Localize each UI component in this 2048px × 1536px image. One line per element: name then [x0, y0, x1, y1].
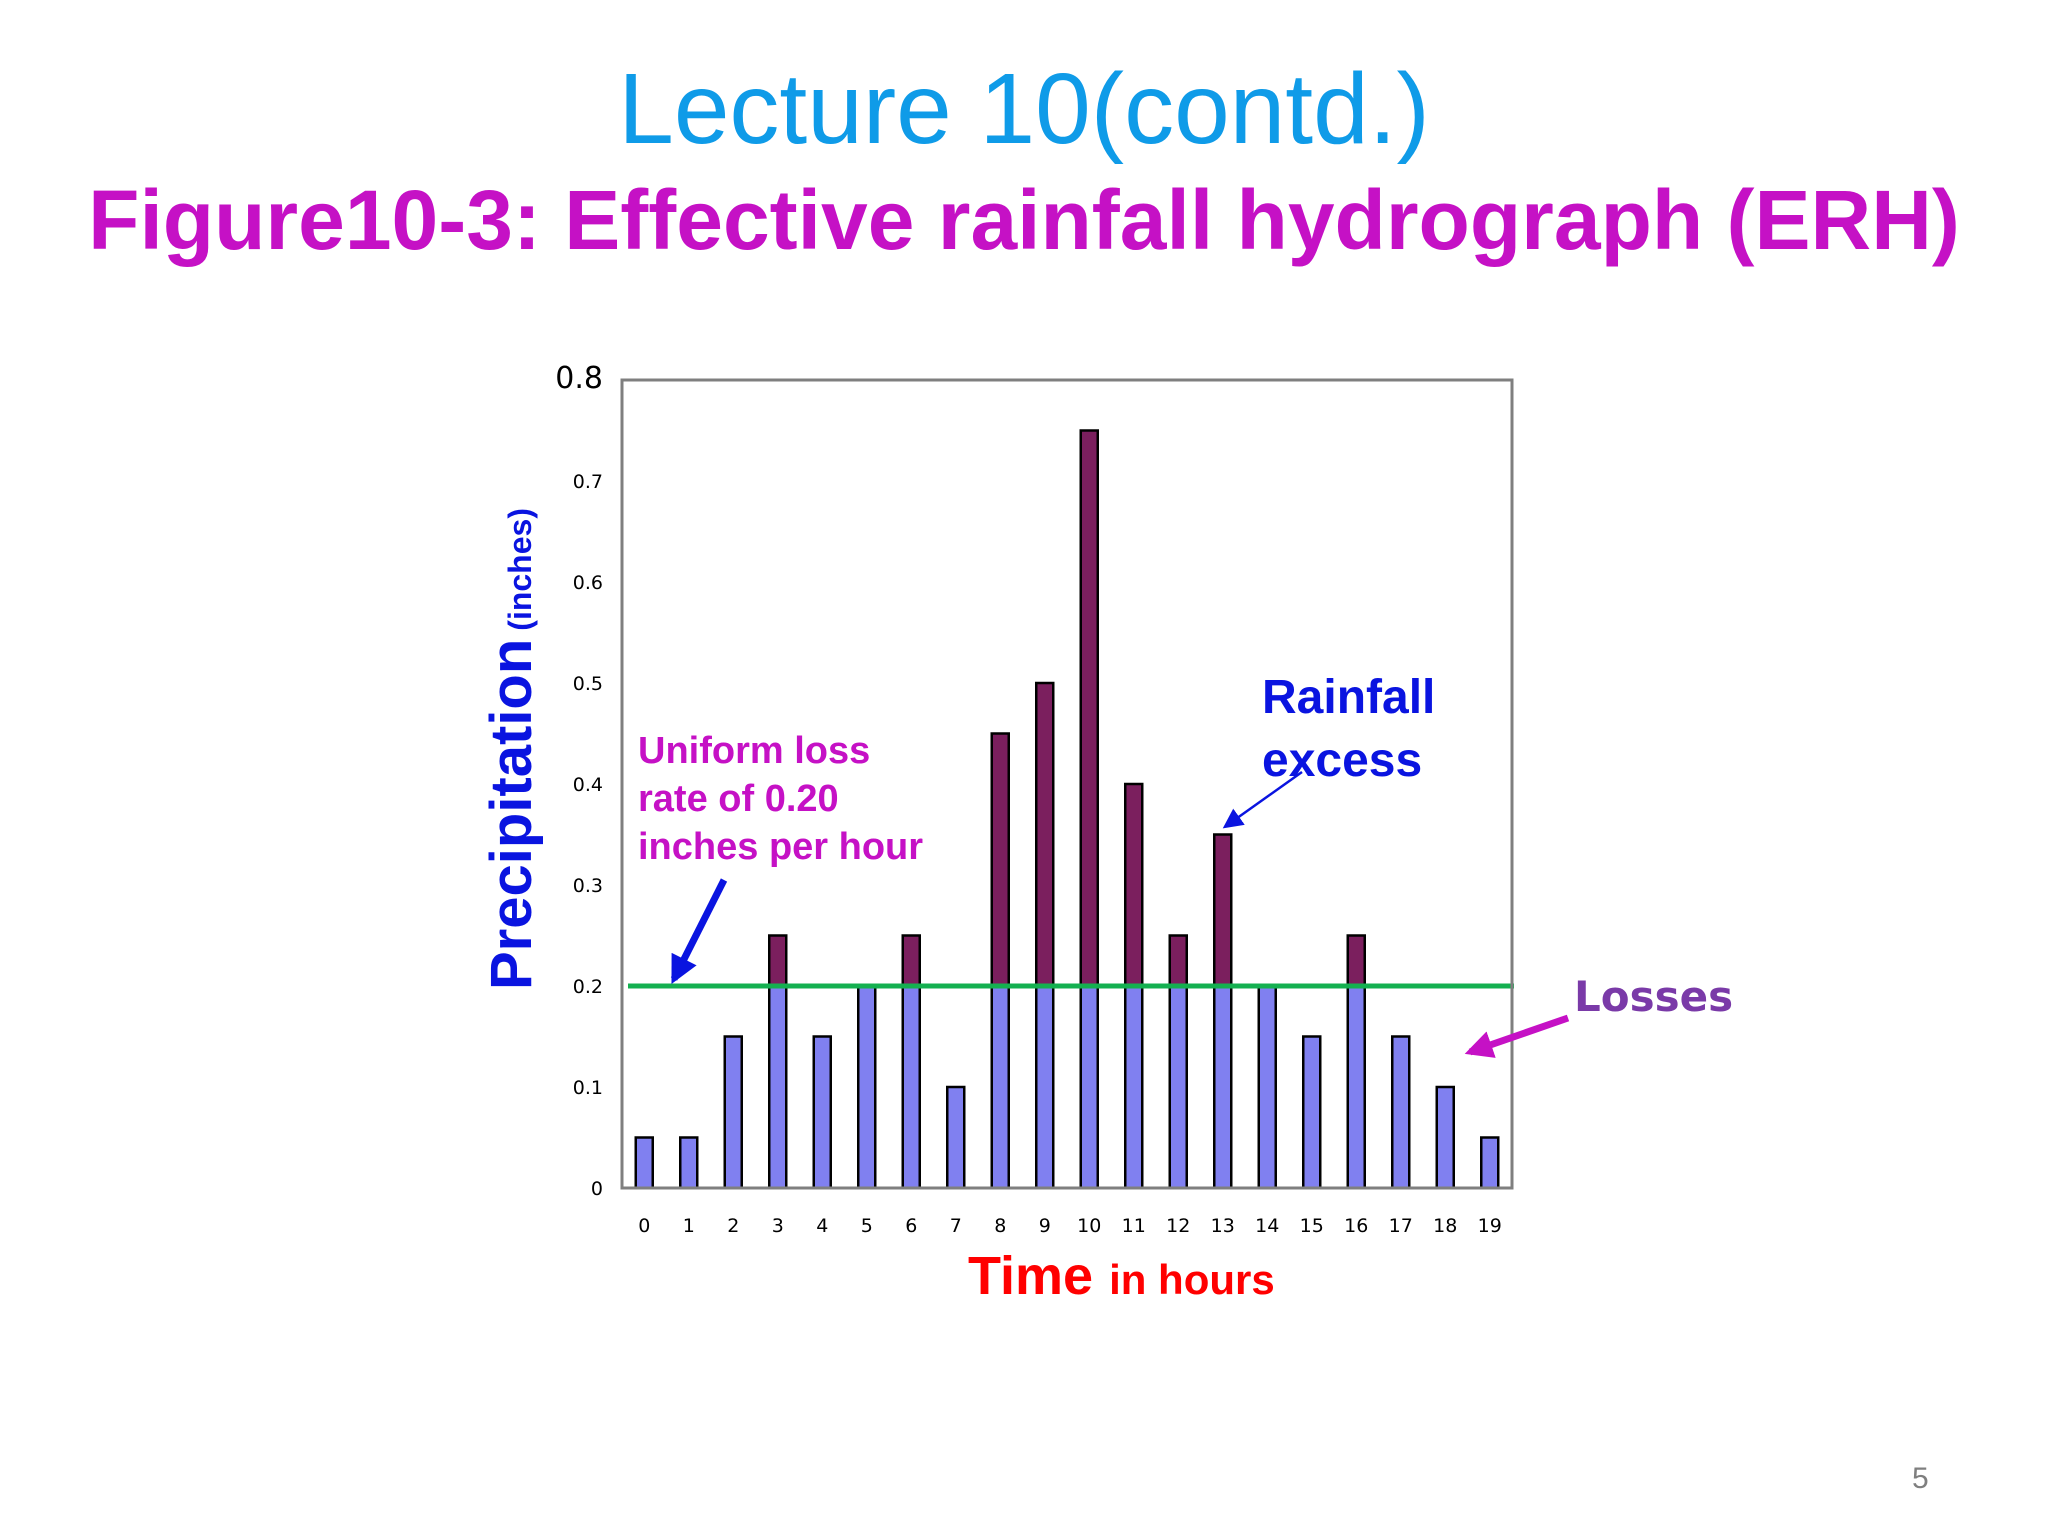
- x-tick-label-5: 5: [861, 1215, 873, 1237]
- bar-loss-8: [990, 984, 1010, 1190]
- x-tick-label-14: 14: [1255, 1215, 1279, 1237]
- bar-loss-0: [634, 1136, 654, 1190]
- plot-area-frame: [620, 378, 1514, 1190]
- x-tick-label-8: 8: [994, 1215, 1006, 1237]
- y-tick-label-8: 0.8: [555, 361, 603, 396]
- x-tick-label-11: 11: [1122, 1215, 1146, 1237]
- x-tick-label-1: 1: [683, 1215, 695, 1237]
- bar-loss-17: [1391, 1035, 1411, 1190]
- y-tick-label-6: 0.6: [573, 572, 603, 594]
- losses-annotation: Losses: [1574, 972, 1733, 1021]
- x-tick-label-10: 10: [1077, 1215, 1101, 1237]
- bar-loss-9: [1035, 984, 1055, 1190]
- bar-excess-12: [1168, 934, 1188, 988]
- bar-excess-11: [1124, 782, 1144, 988]
- x-tick-label-13: 13: [1211, 1215, 1235, 1237]
- rainfall-excess-annotation-line-1: Rainfall: [1262, 671, 1435, 724]
- bar-loss-6: [901, 984, 921, 1190]
- bar-loss-2: [723, 1035, 743, 1190]
- uniform-loss-annotation-line-2: rate of 0.20: [638, 778, 839, 820]
- bar-excess-16: [1346, 934, 1366, 988]
- bar-loss-18: [1435, 1085, 1455, 1190]
- bar-loss-1: [679, 1136, 699, 1190]
- y-tick-label-7: 0.7: [573, 471, 603, 493]
- x-tick-label-17: 17: [1389, 1215, 1413, 1237]
- bar-loss-13: [1213, 984, 1233, 1190]
- bar-loss-10: [1079, 984, 1099, 1190]
- x-tick-label-6: 6: [905, 1215, 917, 1237]
- bar-loss-11: [1124, 984, 1144, 1190]
- bar-loss-4: [812, 1035, 832, 1190]
- bar-loss-16: [1346, 984, 1366, 1190]
- bar-loss-19: [1480, 1136, 1500, 1190]
- x-axis-label: Time in hours: [968, 1246, 1275, 1306]
- y-tick-label-1: 0.1: [573, 1077, 603, 1099]
- losses-arrow: [1464, 1014, 1570, 1058]
- bar-loss-14: [1257, 984, 1277, 1190]
- bar-loss-7: [946, 1085, 966, 1190]
- x-axis-ticks: 0 1 2 3 4 5 6 7 8 9 10 11 12 13 14 15 16 17 18 19: [638, 1215, 1502, 1237]
- x-tick-label-12: 12: [1166, 1215, 1190, 1237]
- x-tick-label-16: 16: [1344, 1215, 1368, 1237]
- rainfall-excess-annotation-line-2: excess: [1262, 734, 1422, 787]
- y-axis-ticks: 0 0.1 0.2 0.3 0.4 0.5 0.6 0.7 0.8: [555, 361, 603, 1200]
- bar-loss-12: [1168, 984, 1188, 1190]
- x-tick-label-4: 4: [816, 1215, 828, 1237]
- y-axis-label: Precipitation(inches): [479, 508, 544, 990]
- x-tick-label-7: 7: [950, 1215, 962, 1237]
- bar-loss-15: [1302, 1035, 1322, 1190]
- rainfall-excess-arrow: [1222, 770, 1303, 829]
- bar-excess-10: [1079, 429, 1099, 988]
- y-tick-label-0: 0: [591, 1178, 603, 1200]
- y-tick-label-5: 0.5: [573, 673, 603, 695]
- bar-excess-6: [901, 934, 921, 988]
- x-tick-label-9: 9: [1039, 1215, 1051, 1237]
- y-tick-label-3: 0.3: [573, 875, 603, 897]
- x-tick-label-15: 15: [1300, 1215, 1324, 1237]
- page-number: 5: [1912, 1462, 1929, 1495]
- y-tick-label-4: 0.4: [573, 774, 603, 796]
- bar-excess-8: [990, 732, 1010, 988]
- bar-loss-3: [768, 984, 788, 1190]
- x-tick-label-2: 2: [727, 1215, 739, 1237]
- slide-title: Lecture 10(contd.): [618, 53, 1430, 165]
- bar-loss-5: [857, 984, 877, 1190]
- x-tick-label-3: 3: [772, 1215, 784, 1237]
- bar-excess-9: [1035, 681, 1055, 988]
- x-tick-label-18: 18: [1433, 1215, 1457, 1237]
- x-tick-label-0: 0: [638, 1215, 650, 1237]
- x-tick-label-19: 19: [1478, 1215, 1502, 1237]
- bar-excess-3: [768, 934, 788, 988]
- y-tick-label-2: 0.2: [573, 976, 603, 998]
- uniform-loss-arrow: [670, 878, 728, 984]
- bar-excess-13: [1213, 833, 1233, 988]
- uniform-loss-annotation-line-1: Uniform loss: [638, 730, 870, 772]
- uniform-loss-annotation-line-3: inches per hour: [638, 826, 923, 868]
- figure-title: Figure10-3: Effective rainfall hydrograp…: [88, 173, 1960, 267]
